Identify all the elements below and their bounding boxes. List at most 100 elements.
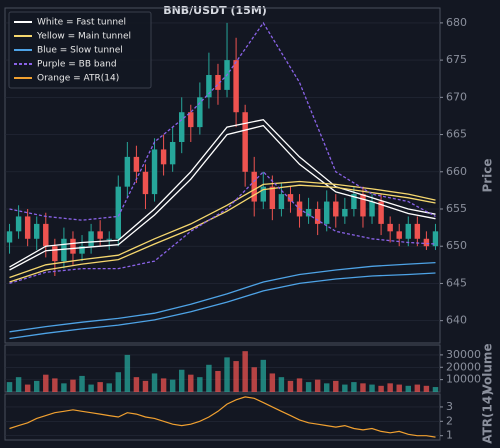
volume-bar — [169, 379, 176, 392]
candle-body — [6, 231, 13, 243]
candle-body — [43, 223, 49, 247]
candle-body — [97, 231, 103, 239]
candle-body — [233, 60, 239, 113]
volume-bar — [360, 383, 366, 392]
volume-bar — [70, 379, 76, 392]
panel — [4, 344, 441, 393]
candle-body — [305, 209, 312, 217]
legend-box — [8, 11, 152, 89]
y-tick-label: 665 — [446, 128, 467, 141]
volume-bar — [269, 373, 276, 392]
candle-body — [133, 156, 140, 172]
volume-bar — [314, 379, 321, 392]
volume-bar — [142, 380, 149, 392]
candle-body — [269, 186, 276, 209]
legend-label: Orange = ATR(14) — [37, 74, 119, 84]
band-line — [9, 184, 436, 283]
candle-body — [142, 171, 149, 195]
band-line — [9, 118, 436, 268]
y-tick-label: 20000 — [446, 360, 481, 373]
panel — [4, 7, 441, 344]
volume-bar — [260, 359, 266, 392]
y-axis-label: Price — [481, 158, 495, 192]
y-tick-label: 2 — [446, 414, 453, 427]
candle-body — [414, 223, 421, 239]
panel — [4, 393, 441, 441]
volume-bar — [287, 380, 294, 392]
volume-bar — [151, 373, 158, 392]
atr-line — [9, 396, 436, 438]
band-line — [9, 261, 436, 333]
candle-body — [197, 97, 203, 128]
y-tick-label: 680 — [446, 16, 467, 29]
candle-body — [215, 75, 221, 90]
volume-bar — [405, 385, 411, 392]
volume-bar — [179, 369, 185, 392]
volume-bar — [52, 378, 58, 392]
y-tick-label: 640 — [446, 314, 467, 327]
candle-body — [115, 186, 121, 239]
volume-bar — [423, 385, 430, 392]
volume-bar — [97, 382, 103, 392]
candle-body — [387, 223, 393, 232]
volume-bar — [242, 351, 248, 392]
band-line — [9, 170, 436, 285]
candle-body — [160, 149, 167, 165]
volume-bar — [88, 384, 94, 392]
volume-bar — [342, 384, 348, 392]
candle-body — [278, 194, 285, 209]
legend-label: Purple = BB band — [37, 60, 117, 70]
volume-bar — [43, 374, 49, 392]
volume-bar — [24, 384, 31, 392]
band-line — [9, 124, 436, 271]
volume-bar — [61, 383, 67, 392]
candle-body — [106, 238, 112, 240]
legend-label: Blue = Slow tunnel — [37, 46, 123, 56]
candle-body — [369, 201, 375, 217]
volume-bar — [305, 382, 312, 392]
volume-bar — [324, 383, 330, 392]
y-tick-label: 660 — [446, 165, 467, 178]
band-line — [9, 272, 436, 340]
legend-label: White = Fast tunnel — [37, 18, 126, 28]
candle-body — [52, 246, 58, 262]
y-tick-label: 670 — [446, 90, 467, 103]
volume-bar — [278, 377, 285, 392]
candle-body — [432, 231, 439, 247]
volume-bar — [333, 380, 339, 392]
volume-bar — [6, 382, 13, 392]
y-tick-label: 1 — [446, 429, 453, 442]
candle-body — [24, 216, 31, 239]
volume-bar — [387, 383, 393, 392]
y-tick-label: 645 — [446, 276, 467, 289]
candle-body — [260, 186, 266, 202]
volume-bar — [160, 378, 167, 392]
volume-bar — [15, 377, 22, 392]
y-tick-label: 10000 — [446, 373, 481, 386]
candle-body — [287, 194, 294, 202]
volume-bar — [215, 370, 221, 392]
candle-body — [242, 112, 248, 172]
candle-body — [179, 112, 185, 142]
candle-body — [15, 216, 22, 232]
volume-bar — [133, 377, 140, 392]
volume-bar — [124, 354, 131, 392]
candle-body — [169, 142, 176, 165]
candle-body — [324, 201, 330, 224]
candle-body — [396, 231, 402, 239]
volume-bar — [296, 378, 303, 392]
volume-bar — [206, 364, 212, 392]
candle-body — [124, 156, 131, 187]
volume-bar — [351, 382, 357, 392]
volume-bar — [106, 383, 112, 392]
y-axis-label: Volume — [481, 343, 495, 393]
candle-body — [61, 238, 67, 262]
volume-bar — [197, 377, 203, 392]
candle-body — [34, 223, 40, 239]
volume-bar — [233, 361, 239, 392]
y-tick-label: 30000 — [446, 348, 481, 361]
volume-bar — [224, 357, 230, 392]
volume-bar — [79, 375, 85, 392]
volume-bar — [188, 374, 194, 392]
